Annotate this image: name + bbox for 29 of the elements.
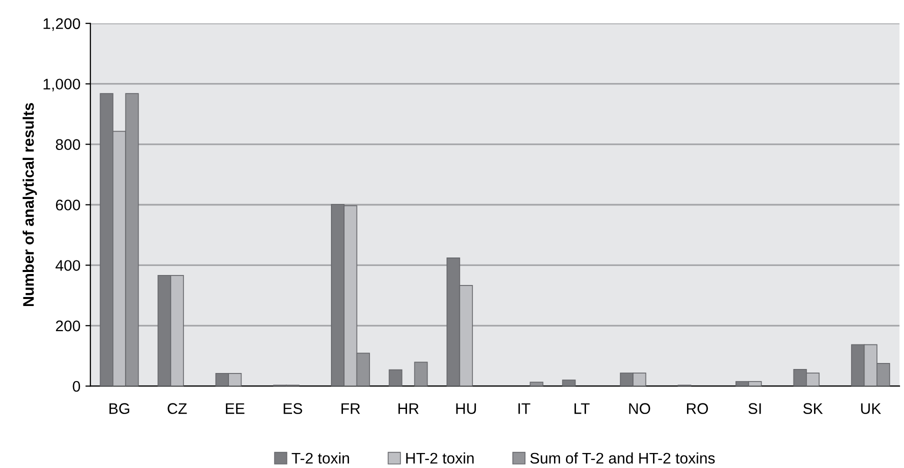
x-tick-label: NO	[629, 403, 650, 414]
x-tick-label: EE	[226, 403, 244, 414]
x-tick-label: IT	[518, 403, 530, 414]
x-tick-label: ES	[284, 403, 302, 414]
legend-label: Sum of T-2 and HT-2 toxins	[530, 452, 715, 464]
bar	[414, 362, 428, 386]
bar	[530, 382, 544, 386]
bar	[388, 369, 402, 386]
x-tick-label: UK	[861, 403, 882, 414]
bar	[562, 380, 576, 386]
x-tick-label: CZ	[168, 403, 187, 414]
y-tick-label: 600	[56, 200, 80, 210]
x-tick-label: HU	[456, 403, 476, 414]
x-tick-label: FR	[342, 403, 360, 414]
legend-label: T-2 toxin	[292, 452, 349, 464]
y-tick-label: 400	[56, 260, 80, 271]
y-axis-title: Number of analytical results	[22, 103, 37, 306]
y-tick-label: 0	[72, 380, 80, 392]
x-tick-label: SK	[803, 403, 823, 414]
x-tick-label: BG	[110, 403, 130, 414]
y-tick-label: 200	[56, 320, 80, 332]
legend-label: HT-2 toxin	[406, 452, 474, 464]
y-tick-label: 1,000	[44, 78, 80, 92]
x-tick-label: LT	[574, 403, 590, 414]
x-tick-label: HR	[398, 403, 419, 414]
y-tick-label: 800	[56, 139, 80, 150]
x-tick-label: SI	[748, 403, 761, 414]
x-tick-label: RO	[687, 403, 708, 414]
y-tick-label: 1,200	[44, 18, 80, 31]
